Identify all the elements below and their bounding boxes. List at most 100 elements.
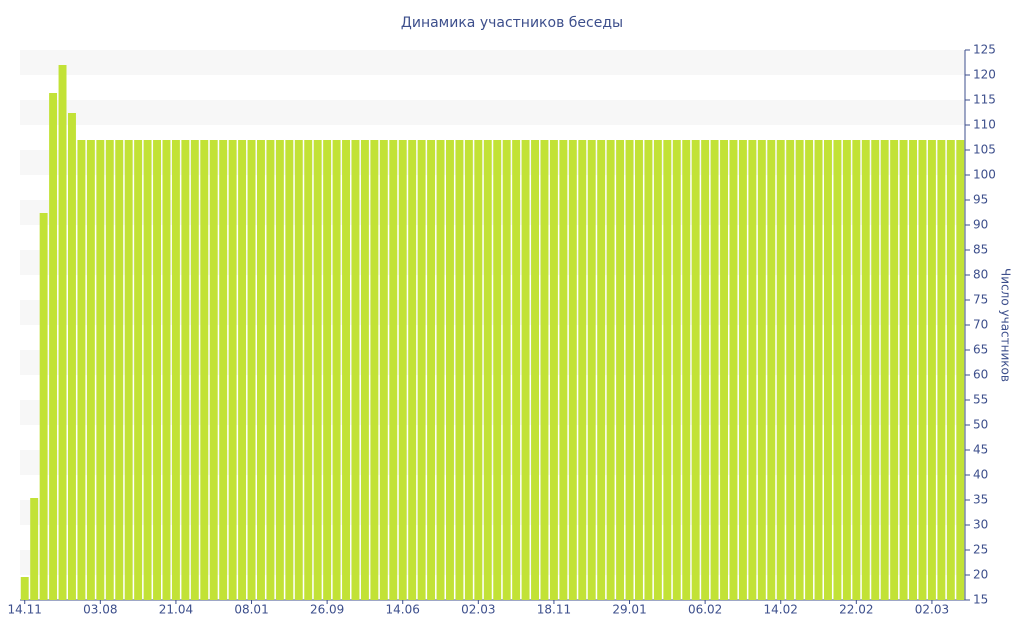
bar	[398, 140, 407, 600]
bar	[332, 140, 341, 600]
bar	[767, 140, 776, 600]
y-tick-label: 70	[973, 318, 988, 332]
grid-band	[20, 350, 965, 375]
bar	[861, 140, 870, 600]
bar	[502, 140, 511, 600]
bar	[209, 140, 218, 600]
bar	[134, 140, 143, 600]
bar	[937, 140, 946, 600]
y-tick-label: 45	[973, 443, 988, 457]
bar	[616, 140, 625, 600]
x-tick-label: 14.02	[764, 603, 798, 617]
bar	[918, 140, 927, 600]
bar	[455, 140, 464, 600]
bar	[710, 140, 719, 600]
bar	[360, 140, 369, 600]
y-tick-label: 100	[973, 168, 996, 182]
bar	[597, 140, 606, 600]
bar	[625, 140, 634, 600]
x-tick-label: 02.03	[915, 603, 949, 617]
bar	[219, 140, 228, 600]
bar	[814, 140, 823, 600]
grid-band	[20, 150, 965, 175]
bar	[890, 140, 899, 600]
bar	[653, 140, 662, 600]
bar	[899, 140, 908, 600]
bar	[39, 213, 48, 600]
bar	[247, 140, 256, 600]
y-tick-label: 15	[973, 593, 988, 607]
grid-band	[20, 500, 965, 525]
bar	[68, 113, 76, 600]
bar	[956, 140, 965, 600]
bar	[238, 140, 247, 600]
bar	[880, 140, 889, 600]
bar	[105, 140, 114, 600]
bar	[115, 140, 124, 600]
bar	[824, 140, 832, 600]
y-tick-label: 60	[973, 368, 988, 382]
bar	[805, 140, 814, 600]
bar	[389, 140, 398, 600]
x-tick-label: 22.02	[839, 603, 873, 617]
bar	[30, 498, 39, 600]
x-tick-label: 29.01	[612, 603, 646, 617]
bar	[323, 140, 332, 600]
bar	[729, 140, 738, 600]
bar	[493, 140, 502, 600]
bar	[427, 140, 436, 600]
bar	[77, 140, 86, 600]
y-tick-label: 25	[973, 543, 988, 557]
bar	[474, 140, 483, 600]
bar	[852, 140, 861, 600]
bar	[663, 140, 672, 600]
bar	[124, 140, 133, 600]
bar	[559, 140, 568, 600]
bar	[606, 140, 615, 600]
bar	[446, 140, 454, 600]
x-tick-label: 02.03	[461, 603, 495, 617]
y-tick-label: 85	[973, 243, 988, 257]
bar	[228, 140, 237, 600]
bar	[776, 140, 785, 600]
bar	[408, 140, 417, 600]
y-tick-label: 40	[973, 468, 988, 482]
y-tick-label: 30	[973, 518, 988, 532]
bar	[379, 140, 388, 600]
bar	[568, 140, 577, 600]
grid-band	[20, 550, 965, 575]
bar	[96, 140, 105, 600]
bar	[313, 140, 322, 600]
bar	[549, 140, 558, 600]
bar	[342, 140, 350, 600]
bar	[786, 140, 795, 600]
grid-band	[20, 100, 965, 125]
bar	[531, 140, 539, 600]
bar	[512, 140, 521, 600]
bar	[720, 140, 728, 600]
grid-band	[20, 300, 965, 325]
y-tick-label: 125	[973, 43, 996, 57]
y-tick-label: 75	[973, 293, 988, 307]
bar	[795, 140, 804, 600]
y-tick-label: 110	[973, 118, 996, 132]
y-tick-label: 20	[973, 568, 988, 582]
bar	[682, 140, 691, 600]
bar	[738, 140, 747, 600]
y-tick-label: 55	[973, 393, 988, 407]
bar	[181, 140, 190, 600]
bar	[757, 140, 766, 600]
bar	[351, 140, 360, 600]
grid-band	[20, 400, 965, 425]
bar	[946, 140, 955, 600]
grid-band	[20, 250, 965, 275]
bar	[417, 140, 426, 600]
bar	[143, 140, 152, 600]
bar	[927, 140, 936, 600]
x-tick-label: 21.04	[159, 603, 193, 617]
y-axis-title: Число участников	[999, 268, 1013, 382]
x-tick-label: 08.01	[234, 603, 268, 617]
x-tick-label: 26.09	[310, 603, 344, 617]
x-tick-label: 14.06	[386, 603, 420, 617]
